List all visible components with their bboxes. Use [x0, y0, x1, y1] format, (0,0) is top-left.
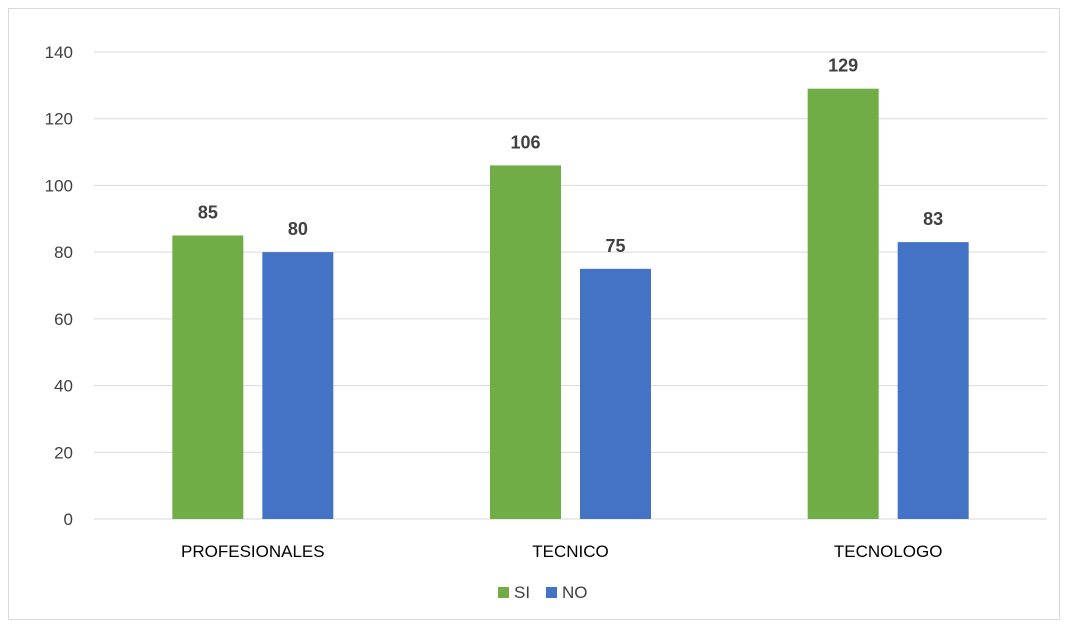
legend-label-no: NO [562, 583, 588, 602]
legend: SI NO [498, 583, 588, 602]
legend-swatch-si [498, 587, 509, 598]
bar-si-tecnico [490, 165, 561, 519]
gridlines [94, 51, 1047, 520]
legend-label-si: SI [514, 583, 530, 602]
data-labels: 85 80 106 75 129 83 [198, 56, 943, 256]
y-axis-tick-labels: 0 20 40 60 80 100 120 140 [45, 43, 73, 529]
data-label: 75 [605, 236, 625, 256]
bar-si-tecnologo [807, 88, 879, 519]
y-tick-label: 40 [54, 377, 73, 396]
bar-si-profesionales [172, 235, 244, 519]
data-label: 106 [510, 132, 540, 152]
y-tick-label: 140 [45, 43, 73, 62]
bar-no-tecnico [580, 268, 651, 519]
x-category-label: TECNICO [532, 542, 609, 561]
data-label: 129 [828, 56, 858, 76]
y-tick-label: 100 [45, 176, 73, 195]
data-label: 85 [198, 202, 218, 222]
data-label: 83 [923, 209, 943, 229]
data-label: 80 [288, 219, 308, 239]
x-category-label: PROFESIONALES [181, 542, 325, 561]
y-tick-label: 80 [54, 243, 73, 262]
bar-no-profesionales [262, 252, 334, 519]
bar-no-tecnologo [897, 242, 969, 519]
y-tick-label: 20 [54, 443, 73, 462]
x-axis-category-labels: PROFESIONALES TECNICO TECNOLOGO [181, 542, 942, 561]
bars [172, 88, 969, 519]
x-category-label: TECNOLOGO [834, 542, 943, 561]
y-tick-label: 120 [45, 110, 73, 129]
legend-swatch-no [546, 587, 557, 598]
y-tick-label: 60 [54, 310, 73, 329]
y-tick-label: 0 [64, 510, 73, 529]
